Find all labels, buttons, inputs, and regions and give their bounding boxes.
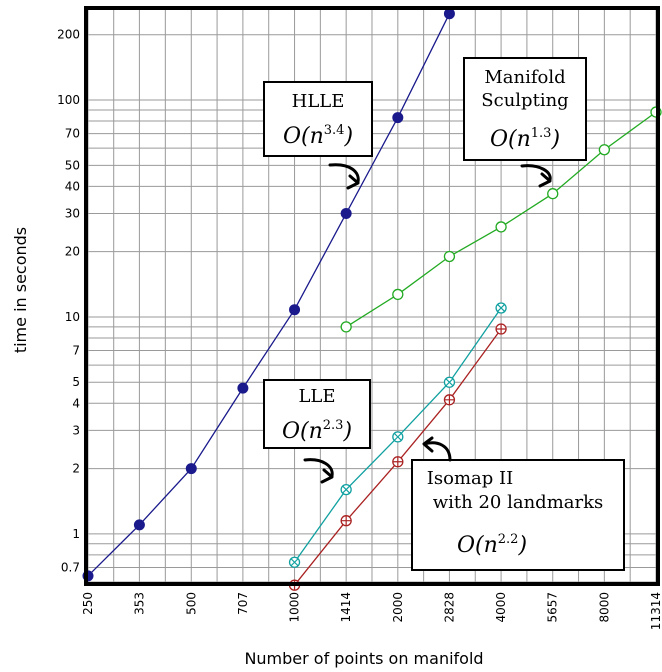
data-point	[185, 463, 197, 475]
annotation-lle-complexity-base: O(n	[282, 419, 323, 444]
y-tick-label: 20	[65, 245, 80, 259]
x-tick-label: 2828	[442, 592, 456, 623]
data-point	[392, 431, 404, 443]
annotation-lle-arrow-icon	[303, 458, 334, 484]
annotation-ms-box	[463, 57, 587, 161]
data-point	[289, 304, 301, 316]
x-tick-label: 500	[184, 592, 198, 615]
y-tick-label: 0.7	[61, 560, 80, 574]
x-tick-label: 4000	[494, 592, 508, 623]
y-axis-label: time in seconds	[11, 227, 30, 353]
annotation-hlle-arrow-icon	[328, 163, 360, 190]
x-tick-label: 250	[81, 592, 95, 615]
annotation-hlle-box	[263, 81, 373, 157]
y-tick-label: 70	[65, 127, 80, 141]
annotation-hlle-complexity-exp: 3.4	[324, 123, 345, 138]
annotation-hlle: HLLE O(n3.4)	[263, 81, 373, 190]
data-point	[443, 250, 456, 263]
x-tick-label: 1000	[288, 592, 302, 623]
annotation-iso-arrow-icon	[422, 436, 452, 462]
y-tick-label: 200	[57, 28, 80, 42]
y-tick-label: 3	[72, 423, 80, 437]
annotation-iso-complexity: O(n2.2)	[457, 532, 527, 558]
data-point	[443, 376, 456, 388]
annotation-lle: LLE O(n2.3)	[263, 379, 371, 484]
data-point	[547, 188, 559, 200]
y-tick-label: 4	[72, 396, 80, 410]
annotation-lle-box	[263, 379, 371, 449]
x-axis-label: Number of points on manifold	[244, 649, 483, 668]
data-point	[392, 112, 404, 124]
x-tick-label: 2000	[391, 592, 405, 623]
annotation-manifold-sculpting: Manifold Sculpting O(n1.3)	[463, 57, 587, 188]
annotation-lle-complexity-end: )	[342, 419, 352, 444]
annotation-lle-complexity-exp: 2.3	[323, 418, 344, 433]
y-tick-label: 50	[65, 158, 80, 172]
y-tick-label: 7	[72, 344, 80, 358]
series-2	[288, 302, 507, 568]
data-point	[340, 321, 352, 333]
annotation-hlle-complexity-end: )	[343, 124, 353, 149]
annotation-lle-title: LLE	[298, 386, 335, 407]
data-point	[392, 288, 404, 301]
data-point	[340, 483, 352, 496]
annotation-ms-complexity-exp: 1.3	[531, 126, 552, 141]
data-point	[443, 8, 455, 20]
plot-frame	[84, 6, 660, 586]
annotation-hlle-complexity: O(n3.4)	[283, 123, 353, 149]
annotation-iso-complexity-end: )	[517, 533, 527, 558]
y-tick-label: 5	[72, 375, 80, 389]
data-point	[288, 556, 301, 568]
data-point	[133, 519, 145, 531]
y-tick-label: 40	[65, 179, 80, 193]
data-point	[495, 302, 507, 314]
y-tick-labels: 0.7 1 2 3 4 5 7 10 20 30 40 50 70 100 200	[57, 28, 80, 575]
annotation-ms-complexity-base: O(n	[490, 127, 531, 152]
data-point	[598, 144, 611, 156]
data-point	[340, 515, 352, 527]
annotation-ms-arrow-icon	[520, 164, 552, 188]
annotation-iso-box	[411, 459, 625, 571]
data-point	[237, 382, 249, 394]
y-tick-label: 1	[72, 527, 80, 541]
x-tick-label: 1414	[339, 592, 353, 623]
annotation-iso-title-line2: with 20 landmarks	[433, 492, 604, 513]
data-point	[443, 394, 456, 406]
annotation-ms-complexity: O(n1.3)	[490, 126, 560, 152]
annotation-ms-title-line1: Manifold	[484, 67, 565, 88]
annotation-isomap: Isomap II with 20 landmarks O(n2.2)	[411, 436, 625, 571]
x-tick-label: 707	[236, 592, 250, 615]
data-point	[495, 221, 507, 233]
x-tick-label: 11314	[649, 592, 662, 630]
annotation-hlle-title: HLLE	[292, 91, 345, 112]
data-point	[495, 323, 507, 335]
annotation-iso-title-line1: Isomap II	[427, 468, 513, 489]
series-line	[87, 13, 450, 577]
annotation-ms-complexity-end: )	[550, 127, 560, 152]
x-tick-label: 353	[132, 592, 146, 615]
annotation-iso-complexity-exp: 2.2	[498, 532, 519, 547]
annotation-lle-complexity: O(n2.3)	[282, 418, 352, 444]
data-point	[340, 207, 352, 219]
y-tick-label: 100	[57, 93, 80, 107]
y-tick-label: 30	[65, 206, 80, 220]
y-tick-label: 10	[65, 310, 80, 324]
y-tick-label: 2	[72, 462, 80, 476]
data-point	[392, 456, 404, 468]
x-tick-label: 5657	[546, 592, 560, 623]
x-tick-label: 8000	[597, 592, 611, 623]
x-tick-labels: 250 353 500 707 1000 1414 2000 2828 4000 5657 8000…	[81, 592, 662, 630]
annotation-iso-complexity-base: O(n	[457, 533, 498, 558]
annotation-hlle-complexity-base: O(n	[283, 124, 324, 149]
annotation-ms-title-line2: Sculpting	[481, 90, 568, 111]
